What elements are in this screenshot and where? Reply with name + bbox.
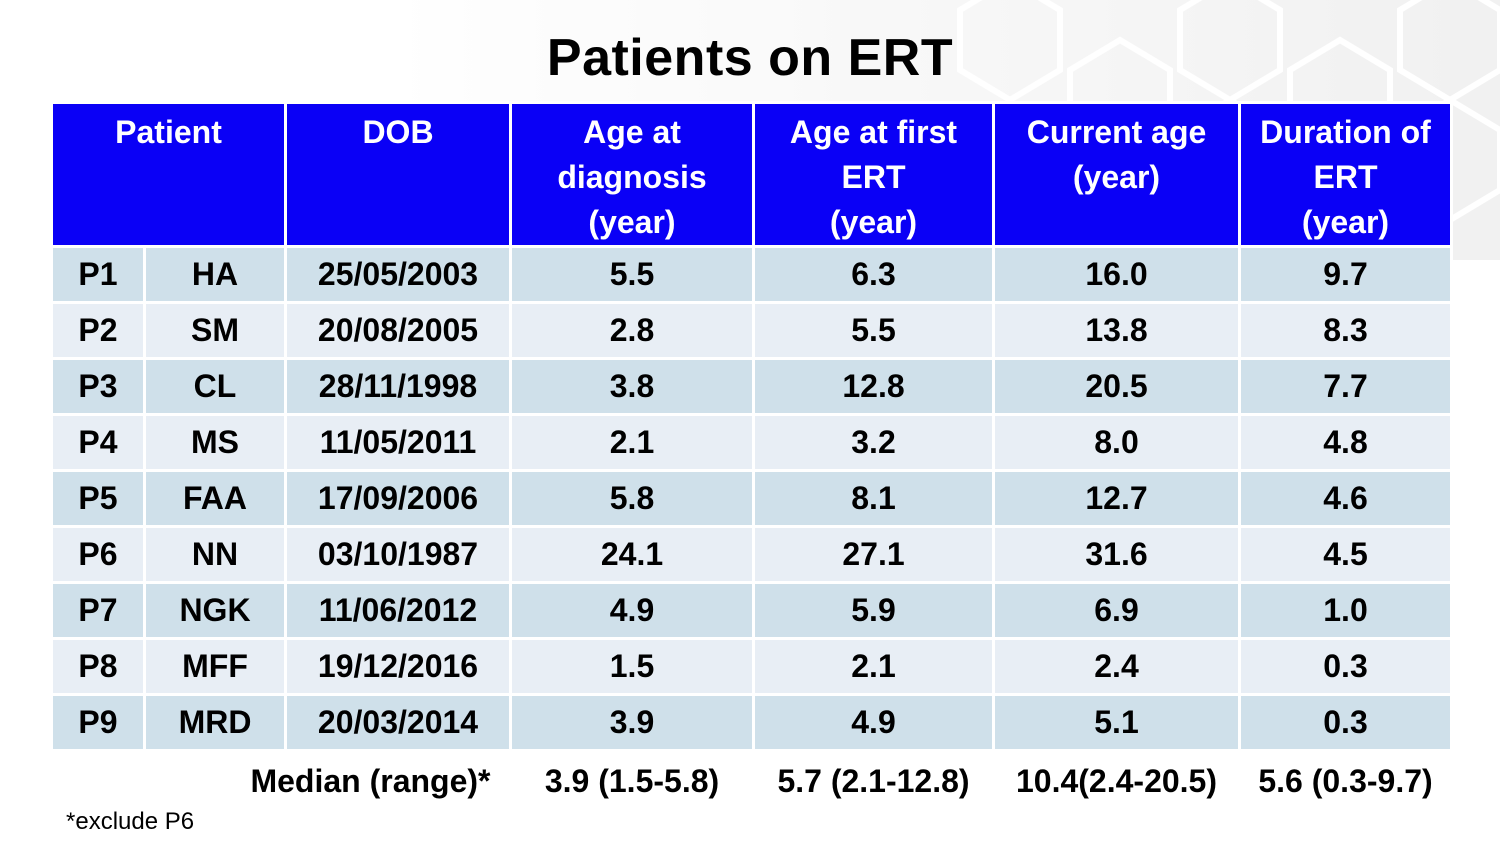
dob-cell: 28/11/1998 xyxy=(284,357,512,416)
patient-initials: NN xyxy=(143,525,287,584)
header-patient: Patient xyxy=(50,101,287,248)
dob-cell: 11/06/2012 xyxy=(284,581,512,640)
patient-id: P3 xyxy=(50,357,146,416)
patient-initials: MS xyxy=(143,413,287,472)
patients-table: Patient DOB Age at diagnosis (year) Age … xyxy=(50,101,1453,811)
age-first-ert-cell: 27.1 xyxy=(752,525,995,584)
patient-initials: MFF xyxy=(143,637,287,696)
patient-initials: FAA xyxy=(143,469,287,528)
header-age-at-diagnosis: Age at diagnosis (year) xyxy=(509,101,755,248)
median-row: Median (range)* 3.9 (1.5-5.8) 5.7 (2.1-1… xyxy=(51,750,1452,811)
patient-id: P4 xyxy=(50,413,146,472)
current-age-cell: 13.8 xyxy=(992,301,1241,360)
duration-cell: 8.3 xyxy=(1238,301,1453,360)
dob-cell: 20/03/2014 xyxy=(284,693,512,752)
age-diagnosis-cell: 24.1 xyxy=(509,525,755,584)
duration-cell: 9.7 xyxy=(1238,245,1453,304)
table-row: P7 NGK 11/06/2012 4.9 5.9 6.9 1.0 xyxy=(50,581,1453,640)
patient-id: P5 xyxy=(50,469,146,528)
age-diagnosis-cell: 2.1 xyxy=(509,413,755,472)
duration-cell: 0.3 xyxy=(1238,637,1453,696)
table-row: P8 MFF 19/12/2016 1.5 2.1 2.4 0.3 xyxy=(50,637,1453,696)
age-first-ert-cell: 5.9 xyxy=(752,581,995,640)
table-header-row: Patient DOB Age at diagnosis (year) Age … xyxy=(50,101,1453,248)
current-age-cell: 16.0 xyxy=(992,245,1241,304)
page-title: Patients on ERT xyxy=(546,29,954,87)
patient-id: P2 xyxy=(50,301,146,360)
current-age-cell: 20.5 xyxy=(992,357,1241,416)
median-age-diagnosis: 3.9 (1.5-5.8) xyxy=(510,750,754,811)
table-row: P6 NN 03/10/1987 24.1 27.1 31.6 4.5 xyxy=(50,525,1453,584)
duration-cell: 4.5 xyxy=(1238,525,1453,584)
patient-id: P1 xyxy=(50,245,146,304)
table-row: P1 HA 25/05/2003 5.5 6.3 16.0 9.7 xyxy=(50,245,1453,304)
patient-initials: CL xyxy=(143,357,287,416)
median-current-age: 10.4(2.4-20.5) xyxy=(993,750,1240,811)
patient-id: P9 xyxy=(50,693,146,752)
dob-cell: 11/05/2011 xyxy=(284,413,512,472)
header-duration-of-ert: Duration of ERT (year) xyxy=(1238,101,1453,248)
header-dob: DOB xyxy=(284,101,512,248)
patient-id: P6 xyxy=(50,525,146,584)
dob-cell: 20/08/2005 xyxy=(284,301,512,360)
age-first-ert-cell: 2.1 xyxy=(752,637,995,696)
duration-cell: 4.8 xyxy=(1238,413,1453,472)
duration-cell: 4.6 xyxy=(1238,469,1453,528)
median-age-first-ert: 5.7 (2.1-12.8) xyxy=(753,750,994,811)
dob-cell: 19/12/2016 xyxy=(284,637,512,696)
patient-initials: NGK xyxy=(143,581,287,640)
patient-id: P8 xyxy=(50,637,146,696)
age-diagnosis-cell: 3.9 xyxy=(509,693,755,752)
table-row: P5 FAA 17/09/2006 5.8 8.1 12.7 4.6 xyxy=(50,469,1453,528)
age-first-ert-cell: 4.9 xyxy=(752,693,995,752)
table-row: P4 MS 11/05/2011 2.1 3.2 8.0 4.8 xyxy=(50,413,1453,472)
table-row: P9 MRD 20/03/2014 3.9 4.9 5.1 0.3 xyxy=(50,693,1453,752)
patient-initials: SM xyxy=(143,301,287,360)
footnote: *exclude P6 xyxy=(66,808,195,835)
current-age-cell: 5.1 xyxy=(992,693,1241,752)
age-first-ert-cell: 5.5 xyxy=(752,301,995,360)
current-age-cell: 2.4 xyxy=(992,637,1241,696)
patient-id: P7 xyxy=(50,581,146,640)
table-row: P3 CL 28/11/1998 3.8 12.8 20.5 7.7 xyxy=(50,357,1453,416)
duration-cell: 7.7 xyxy=(1238,357,1453,416)
dob-cell: 03/10/1987 xyxy=(284,525,512,584)
age-diagnosis-cell: 5.5 xyxy=(509,245,755,304)
dob-cell: 25/05/2003 xyxy=(284,245,512,304)
patient-initials: MRD xyxy=(143,693,287,752)
age-first-ert-cell: 3.2 xyxy=(752,413,995,472)
age-diagnosis-cell: 2.8 xyxy=(509,301,755,360)
age-diagnosis-cell: 4.9 xyxy=(509,581,755,640)
median-label: Median (range)* xyxy=(51,750,511,811)
header-age-at-first-ert: Age at first ERT (year) xyxy=(752,101,995,248)
age-first-ert-cell: 8.1 xyxy=(752,469,995,528)
median-duration: 5.6 (0.3-9.7) xyxy=(1239,750,1452,811)
duration-cell: 0.3 xyxy=(1238,693,1453,752)
age-first-ert-cell: 12.8 xyxy=(752,357,995,416)
duration-cell: 1.0 xyxy=(1238,581,1453,640)
current-age-cell: 8.0 xyxy=(992,413,1241,472)
age-first-ert-cell: 6.3 xyxy=(752,245,995,304)
table-row: P2 SM 20/08/2005 2.8 5.5 13.8 8.3 xyxy=(50,301,1453,360)
current-age-cell: 6.9 xyxy=(992,581,1241,640)
age-diagnosis-cell: 5.8 xyxy=(509,469,755,528)
age-diagnosis-cell: 3.8 xyxy=(509,357,755,416)
patient-initials: HA xyxy=(143,245,287,304)
current-age-cell: 12.7 xyxy=(992,469,1241,528)
header-current-age: Current age (year) xyxy=(992,101,1241,248)
dob-cell: 17/09/2006 xyxy=(284,469,512,528)
current-age-cell: 31.6 xyxy=(992,525,1241,584)
age-diagnosis-cell: 1.5 xyxy=(509,637,755,696)
